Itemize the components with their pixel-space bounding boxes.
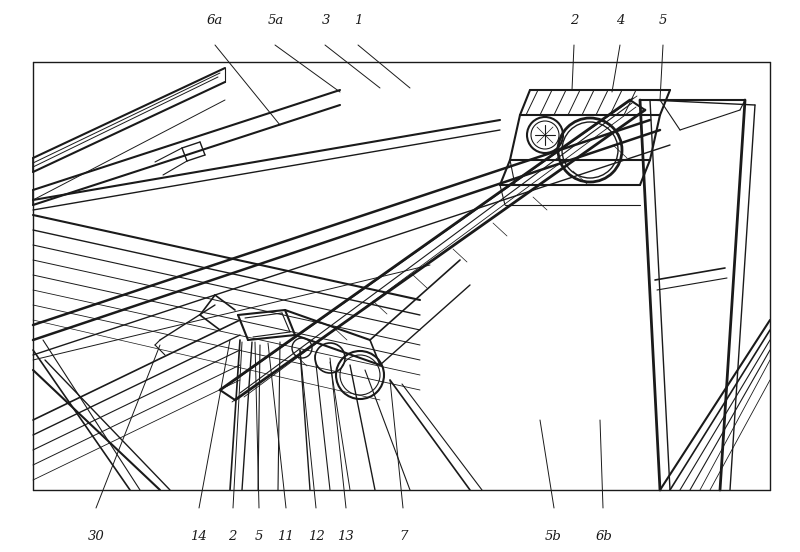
Text: 2: 2 xyxy=(570,14,578,28)
Text: 5: 5 xyxy=(658,14,666,28)
Text: 4: 4 xyxy=(616,14,624,28)
Text: 5b: 5b xyxy=(545,530,562,543)
Text: 6b: 6b xyxy=(595,530,613,543)
Text: 12: 12 xyxy=(308,530,324,543)
Text: 30: 30 xyxy=(88,530,104,543)
Text: 11: 11 xyxy=(278,530,294,543)
Text: 14: 14 xyxy=(190,530,206,543)
Text: 3: 3 xyxy=(322,14,330,28)
Text: 5: 5 xyxy=(254,530,262,543)
Text: 2: 2 xyxy=(228,530,236,543)
Text: 1: 1 xyxy=(354,14,362,28)
Text: 5a: 5a xyxy=(268,14,284,28)
Text: 7: 7 xyxy=(400,530,408,543)
Text: 13: 13 xyxy=(338,530,354,543)
Text: 6a: 6a xyxy=(206,14,222,28)
